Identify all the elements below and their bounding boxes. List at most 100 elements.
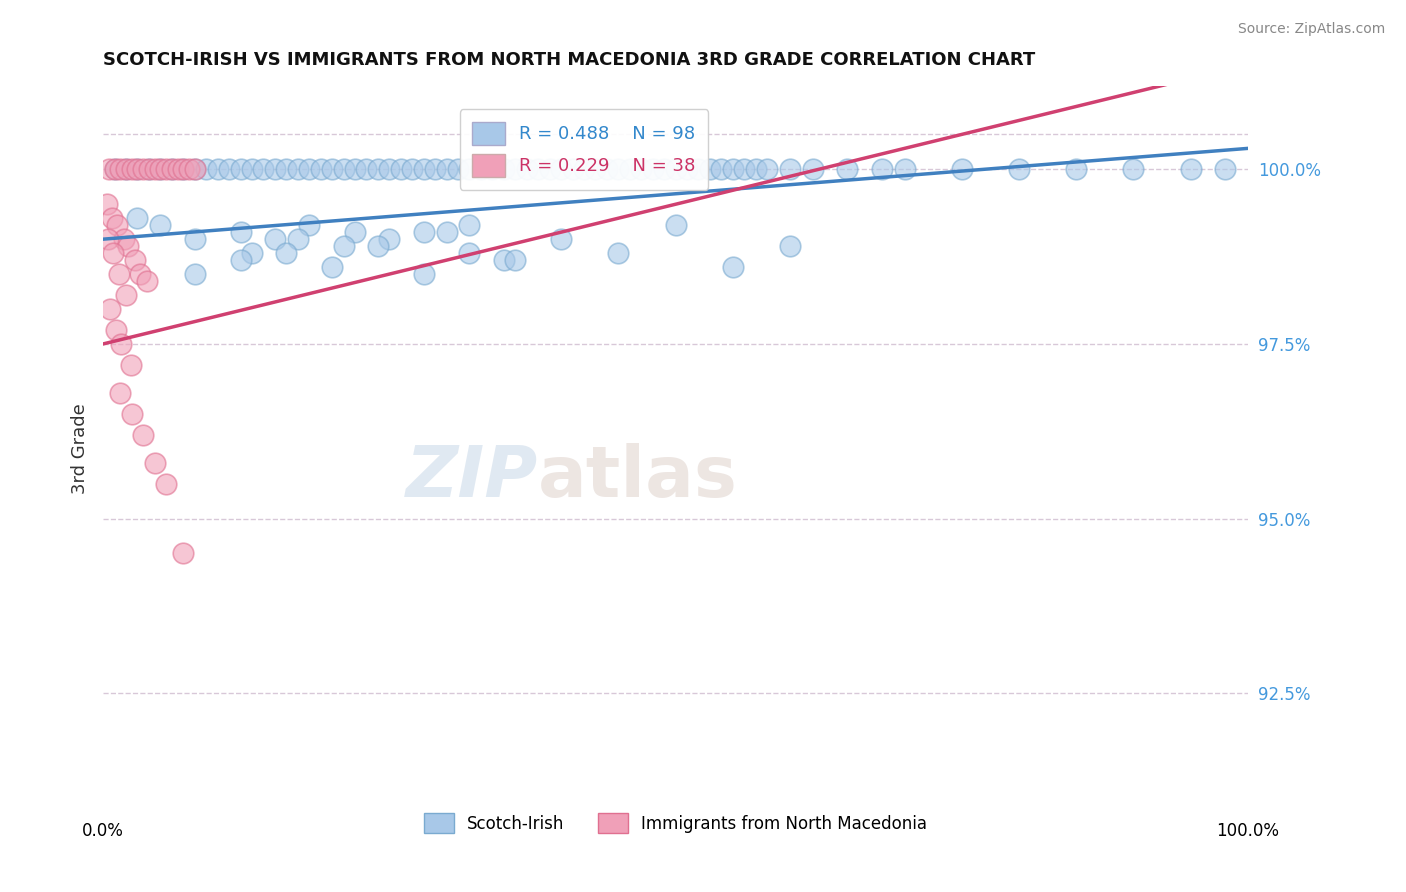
Point	[127, 162, 149, 177]
Point	[596, 162, 619, 177]
Point	[664, 218, 686, 232]
Point	[321, 260, 343, 274]
Point	[550, 232, 572, 246]
Point	[721, 260, 744, 274]
Point	[412, 225, 434, 239]
Point	[263, 232, 285, 246]
Point	[108, 267, 131, 281]
Point	[104, 323, 127, 337]
Point	[1213, 162, 1236, 177]
Text: atlas: atlas	[538, 443, 738, 512]
Point	[367, 239, 389, 253]
Point	[149, 162, 172, 177]
Point	[183, 162, 205, 177]
Point	[298, 218, 321, 232]
Point	[733, 162, 755, 177]
Point	[641, 162, 664, 177]
Point	[801, 162, 824, 177]
Point	[332, 239, 354, 253]
Point	[195, 162, 218, 177]
Point	[160, 162, 183, 177]
Point	[110, 162, 132, 177]
Point	[893, 162, 915, 177]
Point	[229, 162, 252, 177]
Point	[664, 162, 686, 177]
Point	[343, 162, 366, 177]
Point	[120, 358, 142, 372]
Point	[378, 232, 401, 246]
Point	[287, 162, 309, 177]
Point	[183, 232, 205, 246]
Point	[115, 162, 138, 177]
Point	[127, 162, 149, 177]
Point	[583, 162, 606, 177]
Point	[103, 162, 125, 177]
Point	[550, 162, 572, 177]
Text: Source: ZipAtlas.com: Source: ZipAtlas.com	[1237, 22, 1385, 37]
Point	[115, 162, 138, 177]
Point	[183, 162, 205, 177]
Point	[744, 162, 766, 177]
Point	[149, 218, 172, 232]
Point	[177, 162, 200, 177]
Y-axis label: 3rd Grade: 3rd Grade	[72, 403, 89, 494]
Point	[652, 162, 675, 177]
Point	[389, 162, 412, 177]
Point	[721, 162, 744, 177]
Point	[149, 162, 172, 177]
Point	[166, 162, 188, 177]
Point	[276, 162, 298, 177]
Point	[356, 162, 378, 177]
Point	[561, 162, 583, 177]
Point	[401, 162, 423, 177]
Point	[229, 225, 252, 239]
Point	[699, 162, 721, 177]
Point	[110, 337, 132, 351]
Point	[103, 162, 125, 177]
Point	[1180, 162, 1202, 177]
Point	[138, 162, 160, 177]
Point	[103, 246, 125, 260]
Point	[516, 162, 538, 177]
Point	[619, 162, 641, 177]
Point	[155, 162, 177, 177]
Point	[458, 162, 481, 177]
Point	[378, 162, 401, 177]
Point	[367, 162, 389, 177]
Point	[112, 232, 135, 246]
Point	[688, 162, 710, 177]
Point	[298, 162, 321, 177]
Legend: Scotch-Irish, Immigrants from North Macedonia: Scotch-Irish, Immigrants from North Mace…	[413, 803, 938, 844]
Text: SCOTCH-IRISH VS IMMIGRANTS FROM NORTH MACEDONIA 3RD GRADE CORRELATION CHART: SCOTCH-IRISH VS IMMIGRANTS FROM NORTH MA…	[103, 51, 1035, 69]
Point	[97, 162, 120, 177]
Point	[96, 197, 118, 211]
Text: ZIP: ZIP	[406, 443, 538, 512]
Point	[1064, 162, 1087, 177]
Point	[309, 162, 332, 177]
Point	[630, 162, 652, 177]
Point	[458, 246, 481, 260]
Point	[870, 162, 893, 177]
Point	[1122, 162, 1144, 177]
Point	[779, 239, 801, 253]
Point	[607, 246, 630, 260]
Point	[503, 162, 526, 177]
Point	[458, 218, 481, 232]
Point	[412, 267, 434, 281]
Point	[436, 225, 458, 239]
Point	[132, 427, 155, 442]
Point	[321, 162, 343, 177]
Point	[172, 162, 194, 177]
Point	[121, 407, 143, 421]
Point	[492, 162, 515, 177]
Point	[143, 162, 166, 177]
Point	[1008, 162, 1031, 177]
Point	[105, 218, 128, 232]
Point	[779, 162, 801, 177]
Point	[135, 274, 157, 288]
Point	[143, 456, 166, 470]
Point	[121, 162, 143, 177]
Point	[97, 232, 120, 246]
Point	[492, 253, 515, 268]
Point	[837, 162, 859, 177]
